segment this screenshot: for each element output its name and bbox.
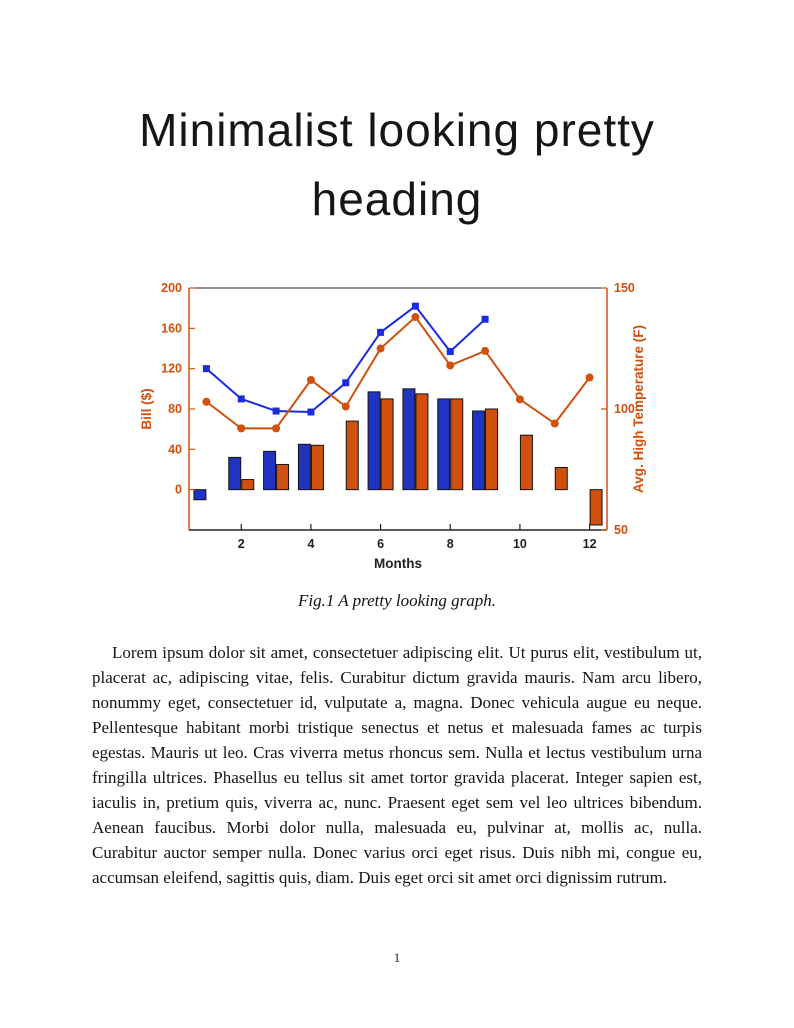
svg-text:150: 150 <box>614 281 635 295</box>
dual-axis-bar-line-chart: 2 4 6 8 10 120408012016020050100150MonthsBill… <box>139 281 646 571</box>
svg-text:0: 0 <box>175 483 182 497</box>
svg-text:6: 6 <box>377 537 384 551</box>
svg-text:Bill ($): Bill ($) <box>139 388 154 429</box>
svg-text:80: 80 <box>168 402 182 416</box>
svg-text:2: 2 <box>238 537 245 551</box>
svg-text:120: 120 <box>161 362 182 376</box>
svg-text:200: 200 <box>161 281 182 295</box>
svg-text:100: 100 <box>614 402 635 416</box>
svg-text:10: 10 <box>513 537 527 551</box>
body-paragraph: Lorem ipsum dolor sit amet, consectetuer… <box>92 643 702 887</box>
figure-caption: Fig.1 A pretty looking graph. <box>297 591 496 610</box>
svg-text:160: 160 <box>161 321 182 335</box>
page-number: 1 <box>393 950 401 965</box>
page-title: Minimalist looking pretty heading <box>139 104 655 225</box>
svg-text:Months: Months <box>374 556 422 571</box>
svg-text:12: 12 <box>583 537 597 551</box>
svg-text:4: 4 <box>307 537 314 551</box>
svg-text:40: 40 <box>168 442 182 456</box>
svg-text:8: 8 <box>447 537 454 551</box>
svg-text:Avg. High Temperature (F): Avg. High Temperature (F) <box>631 325 646 493</box>
svg-text:50: 50 <box>614 523 628 537</box>
figure: 2 4 6 8 10 12 0 40 80 120 160 200 50 100 150 Months Bill… <box>0 274 794 611</box>
